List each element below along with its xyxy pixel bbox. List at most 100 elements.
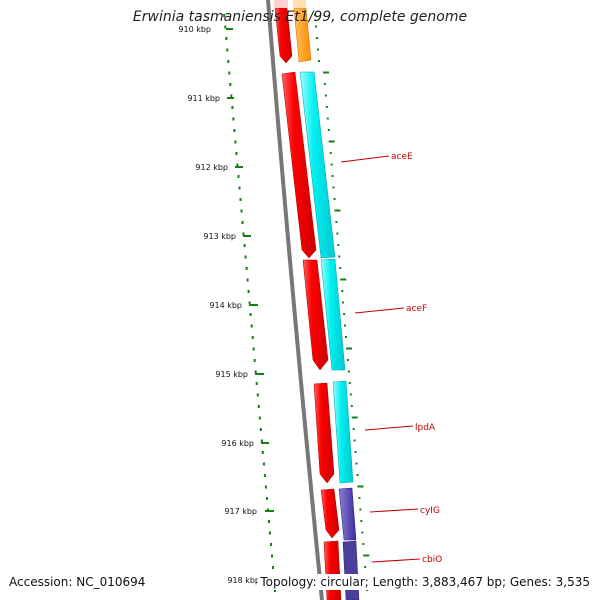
outer-gc-dot	[340, 278, 347, 281]
outer-gc-dot	[336, 232, 339, 235]
gc-dot	[248, 301, 251, 305]
gc-dot	[272, 566, 274, 569]
ruler-label: 913 kbp	[203, 232, 236, 241]
cds-fragment	[274, 0, 288, 8]
outer-gc-dot	[331, 175, 334, 177]
gc-dot	[243, 244, 246, 247]
outer-gc-dot	[361, 531, 364, 534]
gc-dot	[253, 359, 256, 362]
gc-dot	[235, 152, 238, 155]
outer-gc-dot	[364, 566, 367, 568]
gc-dot	[232, 117, 235, 121]
outer-gc-dot	[337, 244, 340, 246]
kbp-ruler: 910 kbp 911 kbp 912 kbp 913 kbp 914 kbp …	[178, 25, 274, 585]
outer-gc-dot	[323, 71, 329, 74]
ruler-tick: 915 kbp	[215, 370, 264, 379]
gc-dot	[263, 474, 266, 477]
ruler-label: 911 kbp	[187, 94, 220, 103]
outer-gc-dot	[363, 554, 370, 557]
gc-dot	[256, 393, 259, 397]
outer-gc-dot	[352, 428, 355, 430]
gc-dot	[267, 520, 270, 523]
ruler-label: 915 kbp	[215, 370, 248, 379]
ruler-tick: 913 kbp	[203, 232, 251, 241]
gc-dot	[259, 428, 262, 431]
ruler-label: 917 kbp	[224, 507, 257, 516]
ruler-tick: 910 kbp	[178, 25, 233, 34]
gc-dot	[268, 531, 271, 535]
outer-gc-dot	[353, 439, 356, 442]
cds-block	[342, 540, 360, 600]
outer-gc-dots	[314, 14, 370, 591]
outer-gc-dot	[347, 370, 350, 373]
gc-dot	[245, 267, 248, 270]
gc-dot	[271, 554, 273, 558]
cds-block	[338, 487, 357, 541]
outer-gc-dot	[362, 543, 365, 545]
outer-gc-dot	[326, 117, 329, 120]
cds-arrow	[281, 71, 317, 259]
gc-dot	[224, 25, 227, 29]
outer-gc-dot	[366, 589, 369, 591]
cds-arrow	[302, 259, 329, 371]
gene-label-lpdA: lpdA	[415, 423, 436, 433]
outer-gc-dot	[332, 186, 335, 189]
outer-gc-dot	[358, 497, 361, 499]
cds-block	[299, 71, 336, 259]
outer-gc-dot	[357, 485, 364, 488]
gc-dot	[252, 347, 255, 351]
topology-text: Topology: circular; Length: 3,883,467 bp…	[258, 574, 592, 590]
gc-dot	[274, 589, 276, 592]
gc-dot	[241, 221, 244, 224]
outer-gc-dot	[359, 508, 362, 511]
gc-dot	[237, 175, 240, 178]
ruler-tick: 914 kbp	[209, 301, 258, 310]
gc-dot	[264, 485, 267, 489]
cds-arrow	[320, 488, 340, 539]
outer-gc-dot	[329, 152, 332, 154]
gc-dot	[251, 336, 254, 339]
outer-gc-dot	[350, 405, 353, 407]
gc-dot	[223, 14, 226, 17]
gc-dot	[234, 140, 237, 144]
ruler-tick: 918 kbp	[227, 576, 260, 585]
outer-gc-dot	[343, 313, 346, 315]
outer-gc-dot	[355, 462, 358, 465]
gc-dot	[254, 370, 257, 374]
cds-fragment	[293, 0, 306, 8]
outer-gc-dot	[317, 48, 319, 51]
ruler-label: 910 kbp	[178, 25, 211, 34]
cds-outer-track	[293, 7, 360, 600]
outer-gc-dot	[348, 382, 351, 384]
ruler-label: 918 kbp	[227, 576, 260, 585]
outer-gc-dot	[316, 37, 319, 39]
gene-label-cbiO: cbiO	[422, 555, 442, 565]
gc-dot	[240, 209, 243, 213]
gc-dot	[238, 186, 241, 190]
outer-gc-dot	[341, 290, 344, 292]
gc-dot	[227, 60, 230, 63]
cds-arrow	[313, 382, 335, 484]
outer-gc-dot	[333, 198, 336, 200]
gc-dot	[233, 129, 236, 132]
gc-dot	[262, 462, 265, 466]
ruler-tick: 912 kbp	[195, 163, 243, 172]
ruler-tick: 917 kbp	[224, 507, 274, 516]
ruler-tick: 911 kbp	[187, 94, 234, 103]
outer-gc-dot	[356, 474, 359, 476]
gc-dot	[228, 71, 231, 75]
gc-dot	[242, 232, 245, 236]
outer-gc-dot	[314, 14, 317, 16]
ruler-label: 912 kbp	[195, 163, 228, 172]
map-title: Erwinia tasmaniensis Et1/99, complete ge…	[132, 9, 468, 25]
gc-dot	[226, 48, 229, 52]
outer-gc-dot	[339, 267, 342, 269]
ruler-label: 916 kbp	[221, 439, 254, 448]
outer-gc-dot	[323, 83, 326, 85]
gc-dot	[261, 451, 264, 454]
ruler-tick: 916 kbp	[221, 439, 269, 448]
outer-gc-dot	[346, 359, 349, 361]
outer-gc-dot	[330, 163, 333, 166]
outer-gc-dot	[346, 347, 352, 350]
